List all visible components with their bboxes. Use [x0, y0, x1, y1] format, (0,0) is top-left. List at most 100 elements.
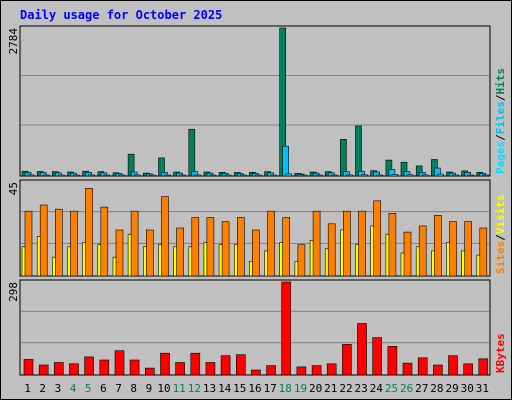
bar-pages-day-8 — [133, 174, 141, 177]
bar-files-day-18 — [282, 145, 290, 177]
bar-kbytes-day-19 — [296, 366, 307, 376]
legend-entry: Sites — [494, 241, 507, 274]
bar-sites-day-2 — [39, 204, 48, 277]
panel-max-label: 2784 — [7, 28, 20, 55]
bar-kbytes-day-26 — [402, 362, 413, 376]
x-tick-label: 10 — [157, 382, 170, 395]
bar-pages-day-16 — [255, 174, 262, 177]
bar-sites-day-31 — [479, 227, 488, 277]
bar-hits-day-12 — [188, 128, 196, 177]
x-tick-label: 11 — [173, 382, 186, 395]
x-tick-label: 29 — [445, 382, 458, 395]
panel-legend: KBytes — [494, 333, 507, 373]
bar-hits-day-23 — [355, 125, 362, 177]
bar-pages-day-25 — [391, 174, 399, 177]
bar-kbytes-day-18 — [281, 281, 292, 376]
bar-sites-day-6 — [100, 206, 109, 277]
x-tick-label: 20 — [309, 382, 322, 395]
x-tick-label: 28 — [430, 382, 443, 395]
x-tick-label: 15 — [233, 382, 246, 395]
bar-kbytes-day-15 — [236, 354, 246, 376]
bar-kbytes-day-6 — [99, 359, 110, 376]
x-tick-label: 5 — [85, 382, 92, 395]
bar-pages-day-9 — [149, 174, 156, 177]
bar-sites-day-17 — [267, 210, 275, 277]
x-tick-label: 22 — [339, 382, 352, 395]
bar-pages-day-27 — [421, 174, 429, 177]
legend-entry: Visits — [494, 195, 507, 235]
panel-legend: Sites/Visits — [494, 195, 507, 275]
bar-sites-day-1 — [24, 210, 33, 277]
bar-kbytes-day-22 — [342, 344, 352, 376]
bar-kbytes-day-21 — [326, 363, 337, 376]
bar-kbytes-day-9 — [145, 367, 155, 376]
panel-max-label: 298 — [7, 282, 20, 302]
panel-visits-sites: 45 Sites/Visits — [7, 179, 507, 277]
panel-plot-area — [19, 279, 491, 376]
x-tick-label: 23 — [354, 382, 367, 395]
x-tick-label: 18 — [279, 382, 292, 395]
bar-pages-day-24 — [376, 174, 384, 177]
bar-kbytes-day-31 — [478, 358, 489, 376]
bar-kbytes-day-8 — [129, 359, 140, 376]
bar-pages-day-15 — [240, 174, 247, 177]
bar-pages-day-2 — [42, 174, 50, 177]
x-tick-label: 12 — [188, 382, 201, 395]
x-tick-label: 17 — [264, 382, 277, 395]
bar-sites-day-9 — [146, 229, 154, 277]
bar-sites-day-10 — [161, 196, 169, 277]
bar-kbytes-day-29 — [448, 355, 458, 376]
legend-entry: Hits — [494, 68, 507, 95]
bar-kbytes-day-23 — [357, 323, 367, 376]
bar-sites-day-11 — [176, 227, 184, 277]
bar-pages-day-23 — [361, 174, 368, 177]
bar-sites-day-23 — [358, 210, 366, 277]
bar-kbytes-day-28 — [433, 364, 443, 376]
bar-kbytes-day-7 — [114, 350, 125, 376]
bar-kbytes-day-3 — [53, 362, 64, 376]
x-tick-label: 26 — [400, 382, 413, 395]
bar-pages-day-3 — [57, 174, 65, 177]
x-tick-label: 14 — [218, 382, 232, 395]
bar-sites-day-3 — [54, 208, 63, 277]
legend-entry: Pages — [494, 141, 507, 174]
bar-kbytes-day-12 — [190, 352, 201, 376]
bar-sites-day-25 — [388, 213, 397, 277]
legend-entry: / — [494, 94, 507, 101]
bar-sites-day-21 — [327, 223, 336, 277]
bar-pages-day-4 — [73, 174, 80, 177]
x-tick-label: 8 — [130, 382, 137, 395]
legend-entry: KBytes — [494, 333, 507, 373]
legend-entry: / — [494, 134, 507, 141]
bar-pages-day-21 — [330, 174, 338, 177]
bar-sites-day-16 — [252, 229, 260, 277]
x-tick-label: 1 — [24, 382, 31, 395]
x-tick-label: 13 — [203, 382, 216, 395]
bar-kbytes-day-5 — [84, 356, 94, 376]
bar-kbytes-day-1 — [23, 359, 34, 376]
bar-sites-day-12 — [191, 217, 200, 277]
bar-kbytes-day-25 — [387, 345, 398, 376]
bar-kbytes-day-14 — [220, 355, 231, 376]
x-tick-label: 27 — [415, 382, 428, 395]
x-tick-label: 4 — [70, 382, 77, 395]
bar-kbytes-day-30 — [463, 363, 474, 376]
bar-sites-day-20 — [312, 210, 321, 277]
bar-pages-day-30 — [467, 174, 475, 177]
bar-sites-day-8 — [130, 210, 139, 277]
panel-legend: Pages/Files/Hits — [494, 68, 507, 174]
x-tick-label: 19 — [294, 382, 307, 395]
bar-pages-day-22 — [346, 174, 353, 177]
bar-pages-day-18 — [285, 173, 293, 177]
x-tick-label: 16 — [248, 382, 261, 395]
bar-pages-day-19 — [300, 174, 308, 177]
bar-sites-day-27 — [418, 225, 427, 277]
bar-kbytes-day-20 — [311, 365, 322, 376]
bar-pages-day-13 — [209, 174, 217, 177]
bar-kbytes-day-13 — [205, 362, 216, 376]
bar-sites-day-30 — [464, 221, 473, 277]
x-tick-label: 6 — [100, 382, 107, 395]
x-tick-label: 2 — [39, 382, 46, 395]
